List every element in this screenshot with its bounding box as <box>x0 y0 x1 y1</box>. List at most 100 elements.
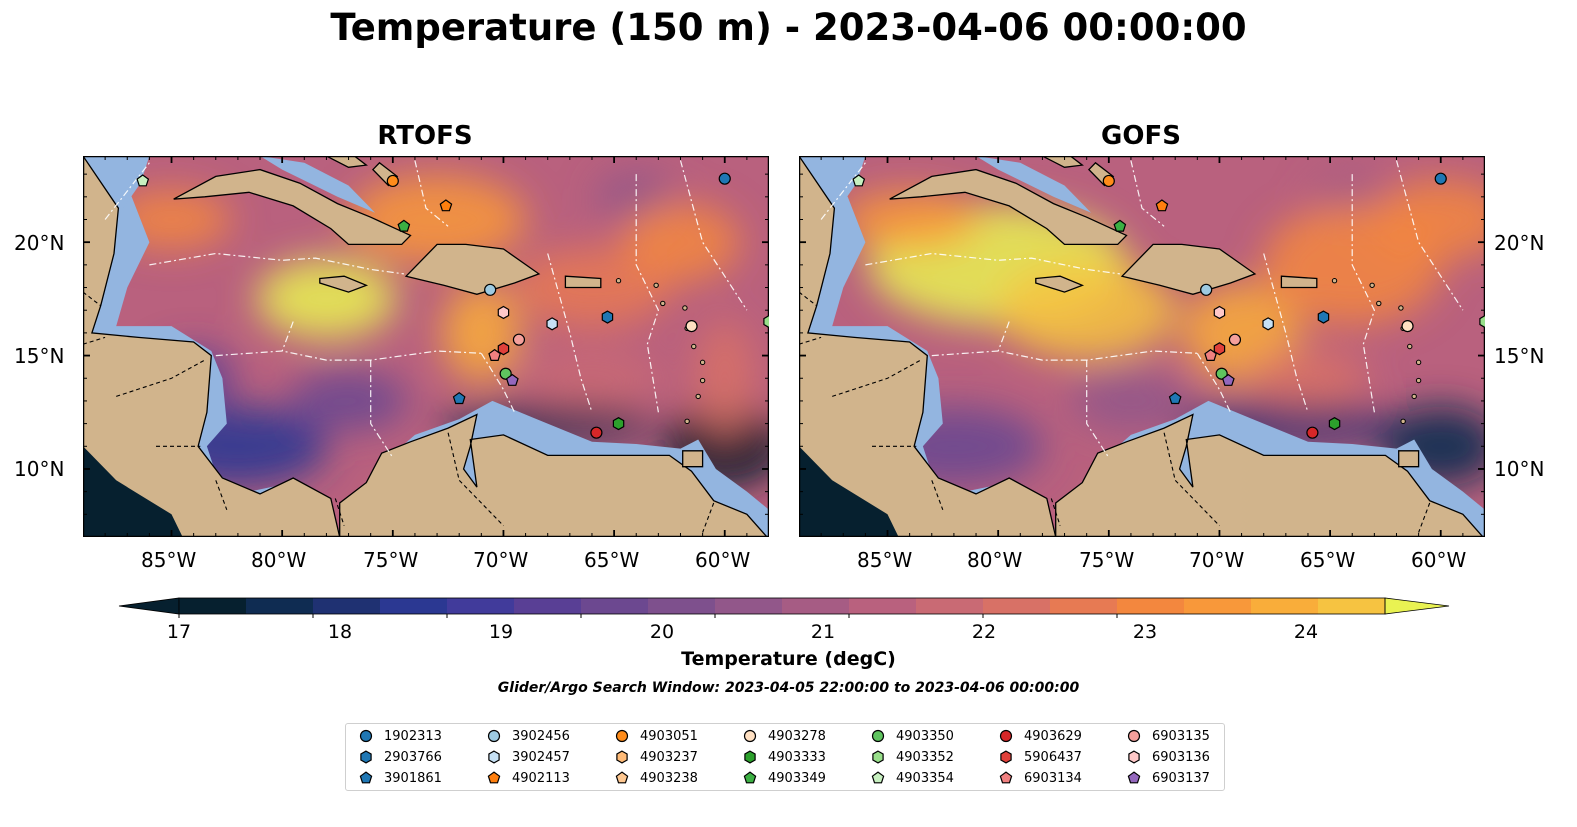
lon-label-75w-rtofs: 75°W <box>363 548 419 572</box>
float-marker-4903333-rtofs[interactable] <box>612 417 625 431</box>
legend-label: 4903238 <box>640 770 698 786</box>
float-marker-1902313-gofs[interactable] <box>1434 172 1447 185</box>
legend-item-4903238: 4903238 <box>614 768 698 788</box>
float-marker-4903354-gofs[interactable] <box>852 174 866 187</box>
legend-item-4903354: 4903354 <box>870 768 954 788</box>
search-window-text: Glider/Argo Search Window: 2023-04-05 22… <box>497 680 1080 696</box>
float-marker-3902457-gofs[interactable] <box>1262 317 1274 331</box>
float-marker-3901861-gofs[interactable] <box>1168 391 1182 405</box>
colorbar-tick-20: 20 <box>649 621 675 643</box>
legend-pentagon-icon <box>359 771 373 784</box>
legend-label: 4903333 <box>768 749 826 765</box>
legend-label: 4903354 <box>896 770 954 786</box>
legend-item-6903134: 6903134 <box>998 768 1082 788</box>
float-marker-6903135-gofs[interactable] <box>1228 333 1242 346</box>
lon-label-70w-gofs: 70°W <box>1189 548 1245 572</box>
colorbar-label: Temperature (degC) <box>681 648 896 670</box>
legend-label: 4903352 <box>896 749 954 765</box>
float-marker-4903278-gofs[interactable] <box>1401 319 1414 333</box>
float-marker-2903766-gofs[interactable] <box>1317 310 1330 324</box>
legend-pentagon-icon <box>487 771 501 784</box>
legend-item-2903766: 2903766 <box>358 747 442 767</box>
legend-hexagon-icon <box>360 750 372 764</box>
float-marker-4903350-gofs[interactable] <box>1215 367 1228 380</box>
colorbar-tick-19: 19 <box>488 621 514 643</box>
float-marker-4903051-gofs[interactable] <box>1102 174 1115 188</box>
float-marker-6903136-rtofs[interactable] <box>497 305 510 320</box>
float-marker-4902113-gofs[interactable] <box>1155 199 1169 212</box>
float-marker-4903629-gofs[interactable] <box>1306 426 1319 439</box>
lat-label-15n-right: 15°N <box>1494 344 1545 368</box>
float-marker-4903350-rtofs[interactable] <box>499 367 512 380</box>
float-marker-4903333-gofs[interactable] <box>1328 417 1341 431</box>
legend-hexagon-icon <box>1128 750 1140 764</box>
colorbar-tick-18: 18 <box>327 621 353 643</box>
float-marker-3902457-rtofs[interactable] <box>546 317 558 331</box>
map-panel-gofs[interactable] <box>798 155 1491 538</box>
legend-circle-icon <box>359 729 373 743</box>
figure-title: Temperature (150 m) - 2023-04-06 00:00:0… <box>330 6 1247 49</box>
legend-item-6903136: 6903136 <box>1126 747 1210 767</box>
float-marker-3902456-rtofs[interactable] <box>484 283 497 296</box>
legend-label: 3902456 <box>512 728 570 744</box>
legend-item-3902457: 3902457 <box>486 747 570 767</box>
colorbar-tick-24: 24 <box>1293 621 1319 643</box>
legend-label: 4903051 <box>640 728 698 744</box>
lon-label-75w-gofs: 75°W <box>1079 548 1135 572</box>
lon-label-80w-gofs: 80°W <box>967 548 1023 572</box>
lon-label-60w-rtofs: 60°W <box>695 548 751 572</box>
float-marker-6903134-rtofs[interactable] <box>488 348 501 361</box>
legend-label: 5906437 <box>1024 749 1082 765</box>
legend-pentagon-icon <box>743 771 757 784</box>
legend-item-3901861: 3901861 <box>358 768 442 788</box>
legend-label: 1902313 <box>384 728 442 744</box>
lon-label-70w-rtofs: 70°W <box>473 548 529 572</box>
legend-item-4903352: 4903352 <box>870 747 954 767</box>
float-marker-6903135-rtofs[interactable] <box>512 333 526 346</box>
legend-label: 3901861 <box>384 770 442 786</box>
legend-circle-icon <box>487 729 501 743</box>
legend-circle-icon <box>999 729 1013 743</box>
float-marker-1902313-rtofs[interactable] <box>718 172 731 185</box>
float-marker-4903051-rtofs[interactable] <box>386 174 399 188</box>
float-legend: 1902313 2903766 3901861 3902456 3902457 49021… <box>345 723 1225 791</box>
legend-item-4903350: 4903350 <box>870 726 954 746</box>
lon-label-65w-gofs: 65°W <box>1300 548 1356 572</box>
legend-item-4903051: 4903051 <box>614 726 698 746</box>
float-marker-6903136-gofs[interactable] <box>1213 305 1226 320</box>
legend-pentagon-icon <box>1127 771 1141 784</box>
float-marker-4902113-rtofs[interactable] <box>439 199 453 212</box>
float-marker-3901861-rtofs[interactable] <box>452 391 466 405</box>
float-marker-5906437-gofs[interactable] <box>1213 342 1226 356</box>
legend-label: 6903135 <box>1152 728 1210 744</box>
lat-label-20n-right: 20°N <box>1494 231 1545 255</box>
legend-item-4903333: 4903333 <box>742 747 826 767</box>
float-marker-6903137-gofs[interactable] <box>1221 373 1235 386</box>
float-marker-4903354-rtofs[interactable] <box>136 174 150 187</box>
legend-item-3902456: 3902456 <box>486 726 570 746</box>
colorbar-tick-22: 22 <box>971 621 997 643</box>
map-panel-rtofs[interactable] <box>82 155 775 538</box>
legend-pentagon-icon <box>615 771 629 784</box>
float-marker-4903349-gofs[interactable] <box>1113 219 1127 232</box>
lon-label-60w-gofs: 60°W <box>1411 548 1467 572</box>
float-marker-6903134-gofs[interactable] <box>1204 348 1217 361</box>
legend-label: 2903766 <box>384 749 442 765</box>
lon-label-65w-rtofs: 65°W <box>584 548 640 572</box>
colorbar-tick-17: 17 <box>166 621 192 643</box>
legend-label: 4902113 <box>512 770 570 786</box>
legend-label: 4903350 <box>896 728 954 744</box>
float-marker-5906437-rtofs[interactable] <box>497 342 510 356</box>
float-marker-4903278-rtofs[interactable] <box>685 319 698 333</box>
legend-circle-icon <box>615 729 629 743</box>
colorbar-tick-21: 21 <box>810 621 836 643</box>
float-marker-4903349-rtofs[interactable] <box>397 219 411 232</box>
gofs-map-svg <box>798 155 1491 538</box>
float-marker-3902456-gofs[interactable] <box>1200 283 1213 296</box>
float-marker-4903629-rtofs[interactable] <box>590 426 603 439</box>
lat-label-20n-left: 20°N <box>14 231 65 255</box>
legend-label: 4903278 <box>768 728 826 744</box>
legend-label: 4903349 <box>768 770 826 786</box>
float-marker-6903137-rtofs[interactable] <box>505 373 519 386</box>
float-marker-2903766-rtofs[interactable] <box>601 310 614 324</box>
